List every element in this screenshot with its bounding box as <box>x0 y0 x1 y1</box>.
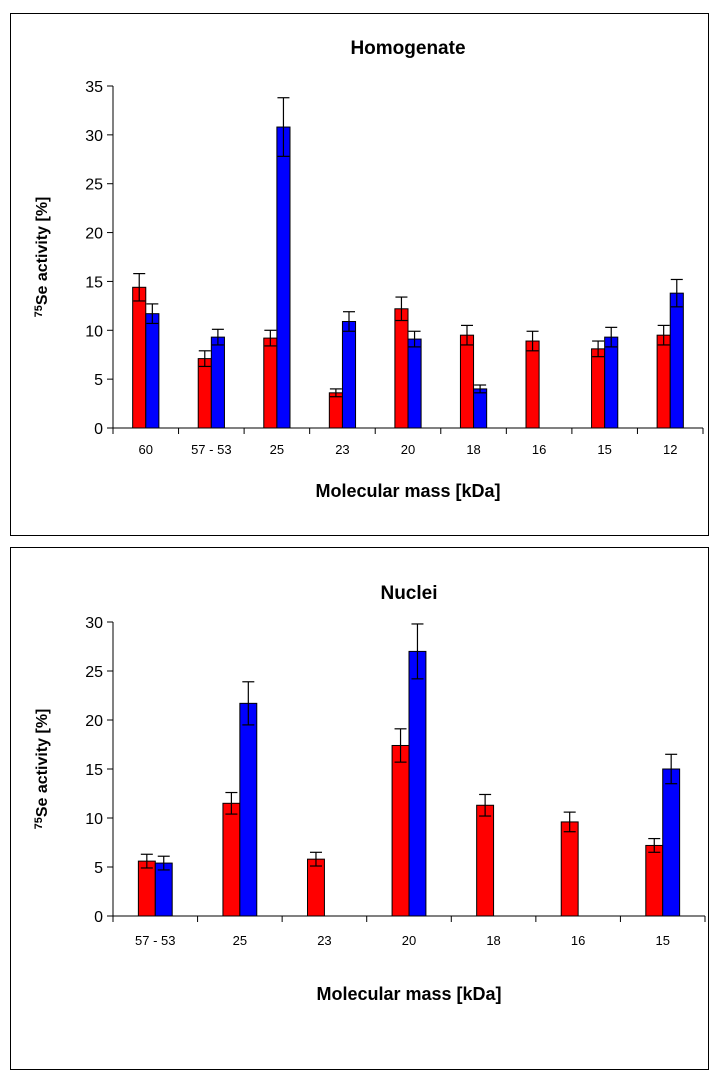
x-tick-label: 20 <box>401 442 415 457</box>
x-axis-label: Molecular mass [kDa] <box>315 481 500 501</box>
x-tick-label: 20 <box>402 933 416 948</box>
x-tick-label: 23 <box>317 933 331 948</box>
y-tick-label: 35 <box>85 79 103 96</box>
y-axis-label-superscript: 75 <box>33 305 45 317</box>
y-tick-label: 30 <box>85 128 103 145</box>
bar-series0-23 <box>307 858 325 917</box>
bar-series0-57-53 <box>137 860 156 917</box>
y-axis-label-text: Se activity [%] <box>34 197 51 305</box>
x-tick-label: 15 <box>597 442 611 457</box>
bar-series0-60 <box>132 286 147 429</box>
bar-series0-15 <box>591 348 606 429</box>
y-tick-label: 10 <box>85 811 103 828</box>
y-tick-label: 5 <box>94 372 103 389</box>
x-tick-label: 57 - 53 <box>191 442 231 457</box>
bar-series1-15 <box>604 336 619 429</box>
y-tick-label: 15 <box>85 762 103 779</box>
x-tick-label: 57 - 53 <box>135 933 175 948</box>
chart-1: Nuclei 0 5 10 15 20 25 30 57 - 53 25 23 20 18 16 15 Mol… <box>33 583 706 1004</box>
x-axis-label: Molecular mass [kDa] <box>316 984 501 1004</box>
bar-series1-25 <box>276 126 291 429</box>
y-tick-label: 25 <box>85 177 103 194</box>
y-tick-label: 30 <box>85 615 103 632</box>
bar-series1-60 <box>145 313 160 429</box>
x-tick-label: 18 <box>486 933 500 948</box>
y-axis-label: 75Se activity [%] <box>33 197 51 318</box>
y-axis-label-text: Se activity [%] <box>34 709 51 817</box>
bar-series0-16 <box>525 340 540 429</box>
bar-series1-25 <box>239 702 258 917</box>
y-tick-label: 20 <box>85 226 103 243</box>
x-tick-label: 23 <box>335 442 349 457</box>
y-axis-label: 75Se activity [%] <box>33 709 51 830</box>
bar-series0-16 <box>560 821 579 917</box>
x-tick-label: 18 <box>466 442 480 457</box>
x-tick-label: 60 <box>139 442 153 457</box>
x-tick-label: 25 <box>233 933 247 948</box>
bar-series1-20 <box>407 338 422 429</box>
bar-series1-18 <box>473 388 488 429</box>
y-tick-label: 10 <box>85 323 103 340</box>
y-tick-label: 5 <box>94 860 103 877</box>
chart-title: Homogenate <box>350 38 465 59</box>
chart-title: Nuclei <box>380 583 437 604</box>
homogenate-chart-panel <box>10 13 709 536</box>
bar-series0-18 <box>476 804 495 917</box>
x-tick-label: 15 <box>655 933 669 948</box>
y-tick-label: 15 <box>85 274 103 291</box>
y-tick-label: 0 <box>94 421 103 438</box>
bar-series0-15 <box>645 844 664 917</box>
bar-series1-15 <box>662 768 681 917</box>
bar-series0-25 <box>222 802 241 917</box>
x-tick-label: 16 <box>571 933 585 948</box>
bar-series1-12 <box>669 292 684 429</box>
bar-series1-57-53 <box>154 862 173 917</box>
x-tick-label: 12 <box>663 442 677 457</box>
bar-series1-23 <box>341 320 357 429</box>
x-tick-label: 25 <box>270 442 284 457</box>
bar-series0-18 <box>459 334 475 429</box>
bar-series0-57-53 <box>197 358 212 429</box>
bar-series0-12 <box>656 334 671 429</box>
bar-series0-20 <box>394 308 409 429</box>
chart-0: Homogenate 0 5 10 15 20 25 30 35 60 57 - 53 25 23 20 1… <box>33 38 704 501</box>
y-tick-label: 25 <box>85 664 103 681</box>
bar-series0-20 <box>391 744 410 917</box>
x-tick-label: 16 <box>532 442 546 457</box>
y-tick-label: 0 <box>94 909 103 926</box>
bar-series1-20 <box>408 650 427 917</box>
nuclei-chart-panel <box>10 547 709 1070</box>
y-tick-label: 20 <box>85 713 103 730</box>
y-axis-label-superscript: 75 <box>33 817 45 829</box>
bar-series0-25 <box>263 337 278 429</box>
bar-series0-23 <box>328 392 343 429</box>
bar-series1-57-53 <box>210 336 225 429</box>
